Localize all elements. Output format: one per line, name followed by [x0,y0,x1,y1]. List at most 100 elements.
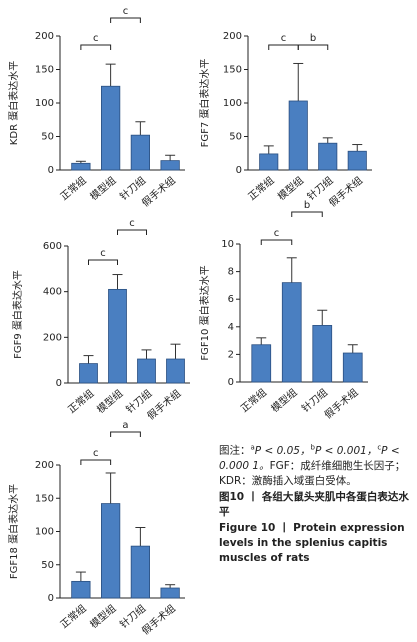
significance-label: c [274,228,280,239]
bar [318,142,338,171]
y-axis-label: FGF7 蛋白表达水平 [198,59,211,148]
y-tick-label: 150 [35,493,54,504]
x-tick-label: 正常组 [57,602,88,631]
y-axis-label: KDR 蛋白表达水平 [7,61,20,145]
significance-label: c [281,33,287,44]
significance-bracket [268,44,299,50]
y-tick-label: 2 [228,349,234,360]
x-tick-label: 模型组 [87,602,118,631]
y-tick-label: 10 [221,239,234,250]
bar [101,503,121,599]
x-tick-label: 假手术组 [322,386,361,422]
significance-label: c [93,448,99,459]
y-tick-label: 4 [228,322,234,333]
y-axis-label: FGF9 蛋白表达水平 [11,270,24,359]
significance-label: a [122,420,128,431]
y-tick-label: 100 [35,98,54,109]
y-tick-label: 600 [43,241,62,252]
significance-bracket [110,17,141,23]
significance-bracket [88,259,118,265]
y-tick-label: 50 [41,132,54,143]
y-tick-label: 150 [223,65,242,76]
bar [288,100,308,171]
bar [342,352,363,383]
y-tick-label: 50 [41,560,54,571]
caption: 图注：aP < 0.05，bP < 0.001，cP < 0.000 1。FGF… [219,440,411,566]
note-sup: c [377,443,382,451]
significance-bracket [297,44,329,50]
bar [281,282,302,383]
note-item: P < 0.001， [314,444,378,457]
y-tick-label: 50 [229,132,242,143]
x-tick-label: 正常组 [57,174,88,203]
y-tick-label: 200 [223,31,242,42]
x-tick-label: 假手术组 [139,174,178,210]
bar [108,288,127,384]
bar [71,162,91,171]
significance-bracket [110,431,141,437]
y-tick-label: 0 [48,165,54,176]
bar [251,344,272,383]
bar [137,358,156,384]
caption-title-en: Figure 10 丨 Protein expression levels in… [219,521,405,564]
significance-bracket [117,229,147,235]
y-tick-label: 0 [236,165,242,176]
y-tick-label: 0 [48,593,54,604]
y-tick-label: 400 [43,287,62,298]
y-tick-label: 0 [228,377,234,388]
note-item: P < 0.05， [254,444,311,457]
x-tick-label: 正常组 [238,386,269,415]
significance-label: c [100,248,106,259]
significance-label: b [304,200,310,211]
bar [71,580,91,599]
x-tick-label: 模型组 [94,387,125,416]
bar [166,358,185,384]
y-tick-label: 150 [35,65,54,76]
bar [347,150,367,171]
caption-title-cn: 图10 丨 各组大鼠头夹肌中各蛋白表达水平 [219,490,409,518]
y-axis-label: FGF18 蛋白表达水平 [7,484,20,579]
y-tick-label: 200 [35,460,54,471]
bar [160,160,180,171]
significance-bracket [80,44,112,50]
significance-bracket [291,211,323,217]
x-tick-label: 模型组 [87,174,118,203]
note-sup: b [310,443,315,451]
bar [130,545,150,599]
y-tick-label: 100 [35,527,54,538]
significance-label: c [129,218,135,229]
bar [312,325,333,383]
y-tick-label: 100 [223,98,242,109]
bar [101,85,121,171]
x-tick-label: 模型组 [275,174,306,203]
y-tick-label: 200 [43,332,62,343]
note-text: FGF：成纤维细胞生长因子；KDR：激酶插入域蛋白受体。 [219,459,406,487]
note-sup: a [250,443,255,451]
note-item: P < 0.000 1。 [219,444,400,472]
significance-bracket [80,459,112,465]
x-tick-label: 模型组 [268,386,299,415]
x-tick-label: 正常组 [65,387,96,416]
y-tick-label: 8 [228,267,234,278]
significance-bracket [260,239,293,245]
y-axis-label: FGF10 蛋白表达水平 [198,265,211,360]
bar [160,587,180,599]
bar [130,134,150,171]
x-tick-label: 假手术组 [139,602,178,638]
significance-label: c [123,6,129,17]
bar [259,153,279,171]
significance-label: b [310,33,316,44]
y-tick-label: 200 [35,31,54,42]
x-tick-label: 假手术组 [326,174,365,210]
note-label: 图注： [219,444,251,457]
y-tick-label: 6 [228,294,234,305]
bar [79,363,98,384]
x-tick-label: 正常组 [245,174,276,203]
